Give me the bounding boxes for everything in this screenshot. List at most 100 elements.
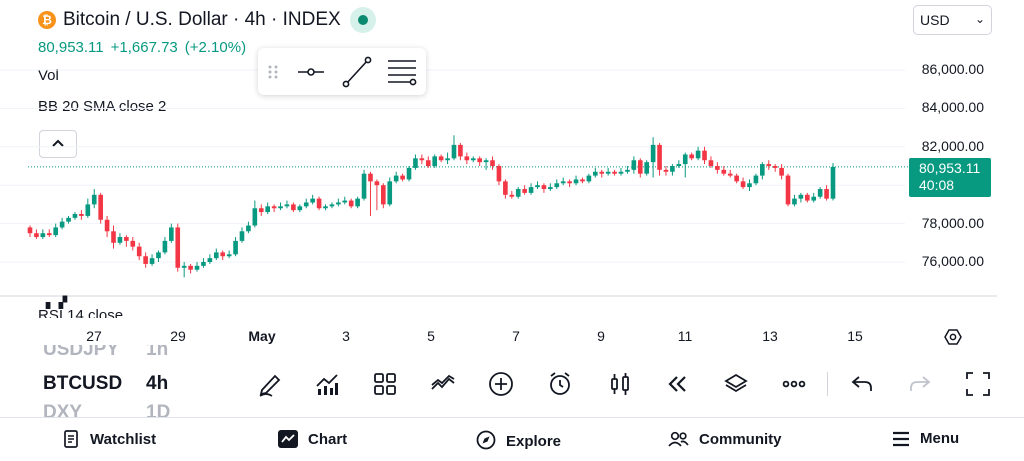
candle-body bbox=[400, 175, 405, 180]
collapse-indicators-button[interactable] bbox=[39, 130, 77, 158]
candle bbox=[458, 142, 463, 161]
nav-community[interactable]: Community bbox=[668, 430, 782, 448]
candle-body bbox=[560, 181, 566, 184]
candle-body bbox=[811, 196, 817, 201]
candle bbox=[425, 156, 431, 168]
candle-body bbox=[612, 171, 617, 174]
rsi-indicator-label[interactable]: RSI 14 close bbox=[38, 307, 124, 318]
last-price-tag: 80,953.11 40:08 bbox=[909, 158, 991, 197]
candle-body bbox=[169, 227, 174, 241]
candle-body bbox=[631, 160, 637, 170]
currency-select[interactable]: USD ⌄ bbox=[913, 5, 992, 35]
picker-row[interactable]: USDJPY 1h bbox=[43, 345, 168, 361]
candle bbox=[181, 262, 187, 278]
nav-menu[interactable]: Menu bbox=[892, 430, 959, 447]
draw-icon[interactable] bbox=[256, 370, 284, 398]
candle-body bbox=[490, 160, 495, 166]
undo-icon[interactable] bbox=[848, 370, 876, 398]
redo-icon[interactable] bbox=[906, 370, 934, 398]
fullscreen-icon[interactable] bbox=[964, 370, 992, 398]
add-icon[interactable] bbox=[487, 370, 515, 398]
candle-body bbox=[483, 160, 489, 163]
time-axis[interactable]: 27 29 May 3 5 7 9 11 13 15 bbox=[0, 328, 1024, 346]
candle-body bbox=[201, 262, 206, 266]
menu-icon bbox=[893, 431, 909, 447]
candle bbox=[490, 156, 495, 170]
rsi-partial-glyph: ▖▗▘ bbox=[46, 297, 72, 309]
candle-body bbox=[40, 233, 46, 238]
candle-body bbox=[156, 252, 161, 259]
candle-body bbox=[682, 154, 688, 165]
candle bbox=[477, 156, 482, 166]
indicators-icon[interactable] bbox=[313, 370, 341, 398]
candle bbox=[310, 194, 315, 205]
candle-body bbox=[509, 194, 515, 197]
candle bbox=[779, 164, 784, 180]
picker-row-selected[interactable]: BTCUSD 4h bbox=[43, 373, 168, 395]
candle-body bbox=[817, 189, 823, 197]
candle bbox=[413, 154, 418, 170]
layouts-icon[interactable] bbox=[371, 370, 399, 398]
candle-body bbox=[503, 181, 508, 195]
replay-icon[interactable] bbox=[663, 370, 691, 398]
candle bbox=[715, 162, 720, 174]
nav-watchlist[interactable]: Watchlist bbox=[62, 430, 156, 448]
alert-icon[interactable] bbox=[546, 370, 574, 398]
bollinger-indicator-label[interactable]: BB 20 SMA close 2 bbox=[38, 98, 167, 115]
price-axis-label: 76,000.00 bbox=[921, 253, 984, 269]
candle bbox=[747, 179, 752, 191]
chart-pane[interactable] bbox=[0, 40, 1000, 345]
chart-icon bbox=[278, 430, 298, 448]
candle bbox=[727, 169, 733, 178]
symbol-picker[interactable]: USDJPY 1h BTCUSD 4h DXY 1D bbox=[40, 345, 180, 417]
candle bbox=[59, 217, 65, 230]
more-icon[interactable] bbox=[780, 370, 808, 398]
chevron-up-icon bbox=[52, 139, 64, 147]
candle-body bbox=[361, 173, 367, 199]
symbol-title[interactable]: Bitcoin / U.S. Dollar · 4h · INDEX bbox=[63, 9, 341, 30]
candle-body bbox=[297, 206, 303, 211]
time-axis-label: 27 bbox=[86, 328, 102, 344]
nav-chart[interactable]: Chart bbox=[278, 430, 347, 448]
candle-body bbox=[258, 208, 264, 213]
candle bbox=[40, 229, 46, 239]
picker-symbol: USDJPY bbox=[43, 345, 120, 360]
drag-handle-icon[interactable] bbox=[266, 48, 280, 95]
candle bbox=[470, 156, 476, 163]
candle-body bbox=[445, 158, 450, 161]
candle bbox=[194, 262, 200, 272]
candle-body bbox=[34, 233, 39, 238]
candle bbox=[496, 164, 502, 186]
chart-type-icon[interactable] bbox=[606, 370, 634, 398]
candle bbox=[599, 169, 605, 178]
candle-body bbox=[760, 164, 765, 176]
volume-indicator-label[interactable]: Vol bbox=[38, 67, 59, 84]
time-axis-label: 5 bbox=[427, 328, 435, 344]
candle-body bbox=[740, 181, 746, 188]
candle-body bbox=[567, 181, 572, 184]
compare-icon[interactable] bbox=[429, 370, 457, 398]
candle bbox=[27, 225, 33, 238]
candle bbox=[631, 156, 637, 174]
horizontal-line-icon[interactable] bbox=[296, 48, 326, 95]
candlestick-chart[interactable] bbox=[0, 40, 1000, 345]
picker-row[interactable]: DXY 1D bbox=[43, 402, 170, 417]
trend-line-icon[interactable] bbox=[342, 48, 372, 95]
candle bbox=[124, 235, 129, 247]
candle-body bbox=[747, 183, 752, 188]
layers-icon[interactable] bbox=[722, 370, 750, 398]
candle bbox=[143, 252, 148, 268]
candle bbox=[830, 163, 836, 201]
bitcoin-icon: ₿ bbox=[38, 11, 56, 29]
fib-retracement-icon[interactable] bbox=[386, 48, 418, 95]
candle bbox=[265, 202, 271, 214]
market-status-icon[interactable] bbox=[350, 7, 376, 33]
chart-settings-icon[interactable] bbox=[944, 328, 962, 346]
candle bbox=[650, 137, 656, 178]
nav-explore[interactable]: Explore bbox=[476, 430, 561, 450]
candle bbox=[509, 190, 515, 199]
candle bbox=[682, 152, 688, 178]
toolbar-divider bbox=[827, 372, 828, 396]
candle bbox=[355, 196, 360, 209]
candle bbox=[233, 237, 238, 257]
